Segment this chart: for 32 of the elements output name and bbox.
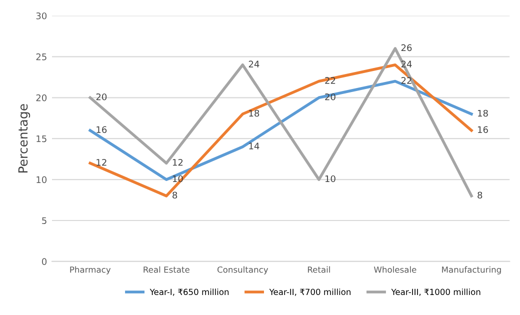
legend-label: Year-III, ₹1000 million <box>391 288 480 296</box>
data-label: 12 <box>96 158 106 166</box>
data-label: 14 <box>249 142 260 150</box>
y-axis-title: Percentage <box>18 104 30 173</box>
x-tick-label: Retail <box>308 266 330 273</box>
y-tick-label: 20 <box>36 94 47 102</box>
data-label: 16 <box>478 126 488 134</box>
x-tick-label: Real Estate <box>144 266 190 273</box>
data-label: 8 <box>172 192 178 199</box>
data-label: 18 <box>478 110 488 117</box>
data-label: 24 <box>248 60 260 68</box>
y-tick-label: 5 <box>42 217 46 224</box>
x-tick-label: Wholesale <box>374 266 416 273</box>
data-label: 22 <box>401 77 412 84</box>
y-tick-label: 0 <box>42 258 47 266</box>
data-label: 26 <box>401 44 412 52</box>
legend-label: Year-II, ₹700 million <box>269 288 351 296</box>
legend-label: Year-I, ₹650 million <box>150 288 229 296</box>
x-tick-label: Pharmacy <box>70 266 111 274</box>
y-tick-label: 15 <box>36 135 46 142</box>
data-label: 20 <box>96 93 107 100</box>
x-tick-label: Consultancy <box>217 266 268 274</box>
y-tick-label: 30 <box>36 12 47 20</box>
data-label: 8 <box>478 192 482 199</box>
x-tick-label: Manufacturing <box>442 266 501 274</box>
data-label: 18 <box>249 110 260 117</box>
data-label: 10 <box>325 175 336 182</box>
y-tick-label: 25 <box>36 53 46 60</box>
data-label: 24 <box>401 60 412 68</box>
y-tick-label: 10 <box>36 176 47 184</box>
data-label: 16 <box>96 126 107 134</box>
data-label: 12 <box>172 158 183 166</box>
